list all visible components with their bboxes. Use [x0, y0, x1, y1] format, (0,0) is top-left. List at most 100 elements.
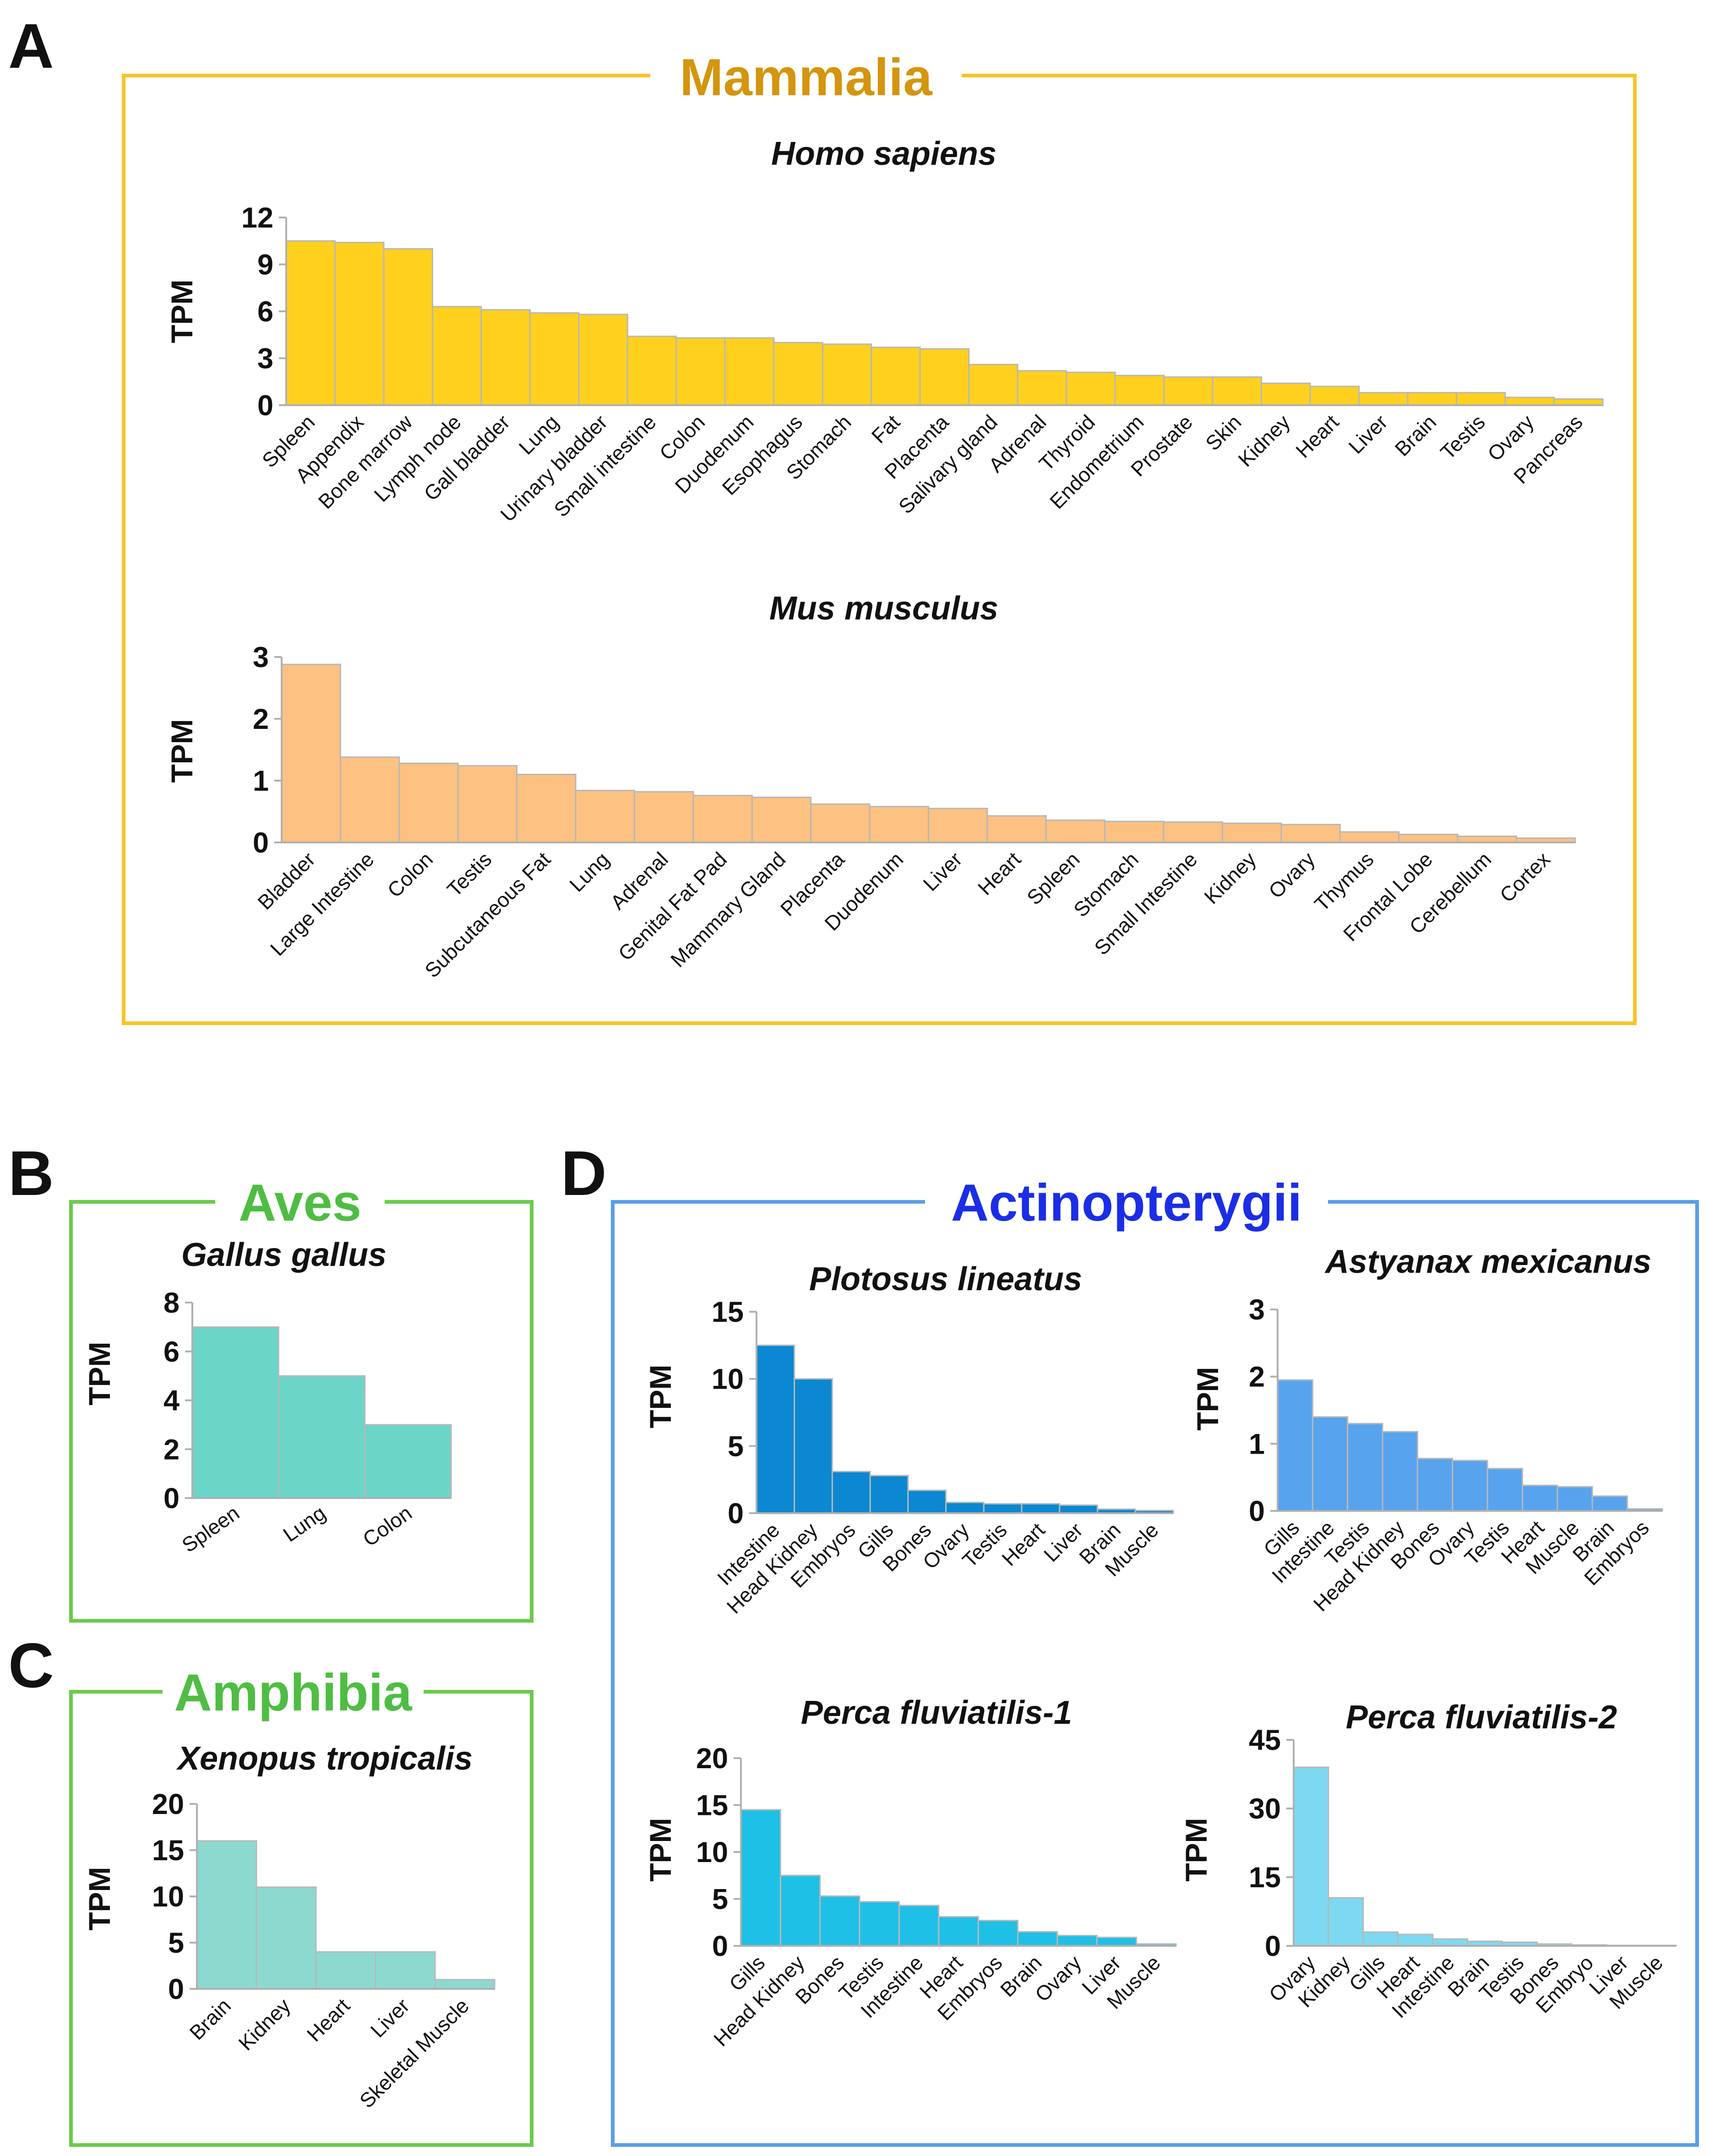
y-axis-label: TPM [165, 279, 199, 343]
bar-small-intestine [626, 336, 677, 406]
chart-title: Astyanax mexicanus [1324, 1244, 1651, 1280]
y-tick-label: 1 [1249, 1428, 1265, 1460]
bar-ovary [1056, 1934, 1098, 1947]
bar-ovary [945, 1502, 985, 1514]
panel-a-title-gap [650, 64, 962, 89]
bar-testis [983, 1503, 1023, 1514]
chart-title: Mus musculus [769, 590, 998, 627]
x-tick-label: Ovary [1264, 847, 1319, 903]
x-tick-label: Skeletal Muscle [355, 1994, 474, 2113]
bar-gall-bladder [480, 309, 531, 406]
chart-title: Gallus gallus [181, 1237, 386, 1273]
x-tick-label: Lung [279, 1501, 330, 1546]
bar-bone-marrow [383, 248, 433, 406]
y-tick-label: 12 [241, 202, 273, 234]
panel-d-title-gap [925, 1190, 1328, 1216]
bar-heart [1397, 1933, 1434, 1947]
bar-testis [457, 765, 518, 843]
bar-intestine [756, 1344, 795, 1514]
panel-letter-c: C [8, 1630, 54, 1701]
bar-liver [375, 1951, 436, 1990]
panel-c-title-gap [163, 1680, 424, 1705]
bar-testis [1456, 392, 1506, 406]
bar-brain [196, 1840, 257, 1990]
y-axis-label: TPM [165, 719, 199, 782]
bar-adrenal [1017, 370, 1067, 406]
y-tick-label: 3 [253, 641, 269, 673]
y-tick-label: 9 [257, 249, 273, 281]
bar-subcutaneous-fat [516, 774, 577, 843]
bar-liver [1059, 1504, 1099, 1514]
bar-lung [575, 790, 635, 843]
bar-fat [871, 347, 921, 406]
y-tick-label: 0 [168, 1973, 184, 2005]
y-tick-label: 0 [1249, 1495, 1265, 1527]
bar-embryos [977, 1920, 1019, 1947]
bar-appendix [334, 242, 385, 406]
bar-ovary [1293, 1766, 1329, 1947]
y-tick-label: 3 [257, 343, 273, 375]
bar-intestine [1432, 1938, 1469, 1947]
x-tick-label: Testis [1436, 410, 1489, 464]
x-tick-label: Brain [185, 1994, 235, 2044]
x-tick-label: Heart [997, 1518, 1050, 1570]
x-tick-label: Brain [1390, 410, 1441, 461]
y-axis-label: TPM [82, 1867, 116, 1930]
y-tick-label: 10 [712, 1363, 744, 1396]
y-tick-label: 2 [163, 1434, 180, 1466]
x-tick-label: Fat [867, 410, 904, 448]
bar-gills [869, 1475, 909, 1514]
y-axis-label: TPM [643, 1364, 677, 1428]
x-tick-label: Testis [442, 847, 496, 901]
x-tick-label: Kidney [1199, 847, 1261, 909]
panel-letter-b: B [8, 1138, 54, 1209]
group-title-actinopterygii: Actinopterygii [951, 1174, 1302, 1232]
chart-title: Plotosus lineatus [809, 1261, 1082, 1298]
bar-spleen [191, 1326, 279, 1499]
bar-head-kidney [779, 1874, 821, 1947]
bar-thyroid [1066, 371, 1116, 406]
bar-kidney [1328, 1897, 1364, 1947]
bar-genital-fat-pad [692, 794, 753, 843]
bar-testis [859, 1901, 900, 1947]
x-tick-label: Colon [383, 847, 437, 902]
y-tick-label: 15 [152, 1835, 184, 1867]
y-tick-label: 8 [163, 1287, 180, 1319]
bar-urinary-bladder [578, 314, 628, 406]
bar-frontal-lobe [1398, 833, 1459, 843]
chart-title: Homo sapiens [771, 136, 996, 172]
y-tick-label: 15 [696, 1790, 728, 1822]
y-tick-label: 45 [1249, 1724, 1281, 1756]
bar-skeletal-muscle [434, 1979, 495, 1990]
chart-homo-sapiens: Homo sapiensTPM036912SpleenAppendixBone … [165, 136, 1604, 527]
y-tick-label: 15 [1249, 1862, 1281, 1894]
x-tick-label: Colon [359, 1501, 416, 1551]
x-tick-label: Liver [1039, 1518, 1087, 1566]
bar-heart [986, 815, 1047, 843]
bar-cerebellum [1457, 836, 1518, 843]
x-tick-label: Genital Fat Pad [614, 847, 731, 965]
bar-large-intestine [339, 756, 400, 843]
bar-endometrium [1114, 375, 1165, 406]
y-axis-label: TPM [1191, 1367, 1225, 1430]
bar-colon [398, 762, 459, 843]
bar-brain [1407, 392, 1458, 406]
y-tick-label: 5 [728, 1430, 744, 1462]
bar-ovary [1452, 1460, 1488, 1512]
bar-bladder [281, 663, 341, 843]
bar-ovary [1280, 824, 1341, 843]
chart-title: Perca fluviatilis-1 [801, 1694, 1072, 1731]
bar-heart [1522, 1484, 1558, 1512]
y-tick-label: 0 [257, 390, 273, 422]
bar-placenta [810, 803, 871, 843]
bar-head-kidney [794, 1378, 833, 1514]
group-title-amphibia: Amphibia [174, 1664, 413, 1722]
x-tick-label: Spleen [178, 1501, 244, 1557]
bar-kidney [1261, 382, 1311, 406]
y-tick-label: 0 [728, 1498, 744, 1530]
bar-colon [675, 337, 726, 406]
y-tick-label: 5 [712, 1884, 728, 1916]
x-tick-label: Lung [565, 847, 614, 896]
